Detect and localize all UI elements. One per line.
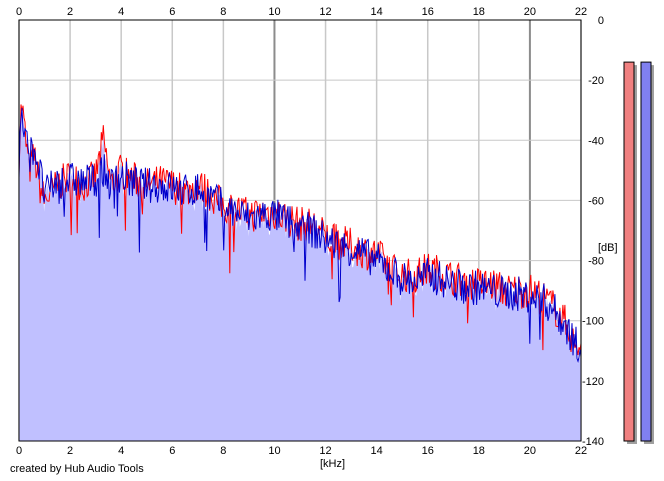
x-tick-label-top: 20 bbox=[524, 6, 536, 18]
x-tick-label-bottom: 2 bbox=[67, 445, 73, 457]
x-tick-label-bottom: 14 bbox=[371, 445, 383, 457]
y-tick-label: -20 bbox=[588, 75, 604, 87]
plot-frame bbox=[18, 19, 582, 442]
x-tick-label-top: 10 bbox=[268, 6, 280, 18]
x-tick-label-top: 0 bbox=[16, 6, 22, 18]
credit-text: created by Hub Audio Tools bbox=[10, 463, 144, 475]
x-tick-label-top: 12 bbox=[319, 6, 331, 18]
x-tick-label-top: 18 bbox=[473, 6, 485, 18]
x-tick-label-bottom: 18 bbox=[473, 445, 485, 457]
x-tick-label-bottom: 0 bbox=[16, 445, 22, 457]
y-tick-label: -100 bbox=[582, 316, 604, 328]
y-tick-label: -140 bbox=[582, 436, 604, 448]
x-tick-label-top: 22 bbox=[575, 6, 587, 18]
spectrum-fill-area bbox=[19, 113, 581, 441]
x-tick-label-bottom: 16 bbox=[422, 445, 434, 457]
right-level-meter bbox=[640, 61, 652, 442]
spectrum-data bbox=[19, 104, 581, 441]
axis-ticks: 002244668810101212141416161818202022220-… bbox=[16, 6, 604, 457]
x-tick-label-bottom: 20 bbox=[524, 445, 536, 457]
y-tick-label: -80 bbox=[588, 256, 604, 268]
x-tick-label-top: 6 bbox=[169, 6, 175, 18]
y-tick-label: 0 bbox=[598, 15, 604, 27]
y-tick-label: -60 bbox=[588, 195, 604, 207]
y-tick-label: -40 bbox=[588, 135, 604, 147]
level-meters bbox=[623, 61, 654, 444]
x-tick-label-bottom: 10 bbox=[268, 445, 280, 457]
y-tick-label: -120 bbox=[582, 376, 604, 388]
x-axis-label: [kHz] bbox=[320, 458, 345, 470]
x-tick-label-bottom: 6 bbox=[169, 445, 175, 457]
right-channel-trace bbox=[19, 108, 581, 364]
x-tick-label-top: 16 bbox=[422, 6, 434, 18]
x-tick-label-top: 8 bbox=[220, 6, 226, 18]
x-tick-label-top: 2 bbox=[67, 6, 73, 18]
x-tick-label-top: 4 bbox=[118, 6, 124, 18]
x-tick-label-top: 14 bbox=[371, 6, 383, 18]
x-tick-label-bottom: 12 bbox=[319, 445, 331, 457]
y-axis-label: [dB] bbox=[598, 242, 618, 254]
x-tick-label-bottom: 8 bbox=[220, 445, 226, 457]
x-tick-label-bottom: 4 bbox=[118, 445, 124, 457]
x-tick-label-bottom: 22 bbox=[575, 445, 587, 457]
left-level-meter bbox=[623, 61, 635, 442]
